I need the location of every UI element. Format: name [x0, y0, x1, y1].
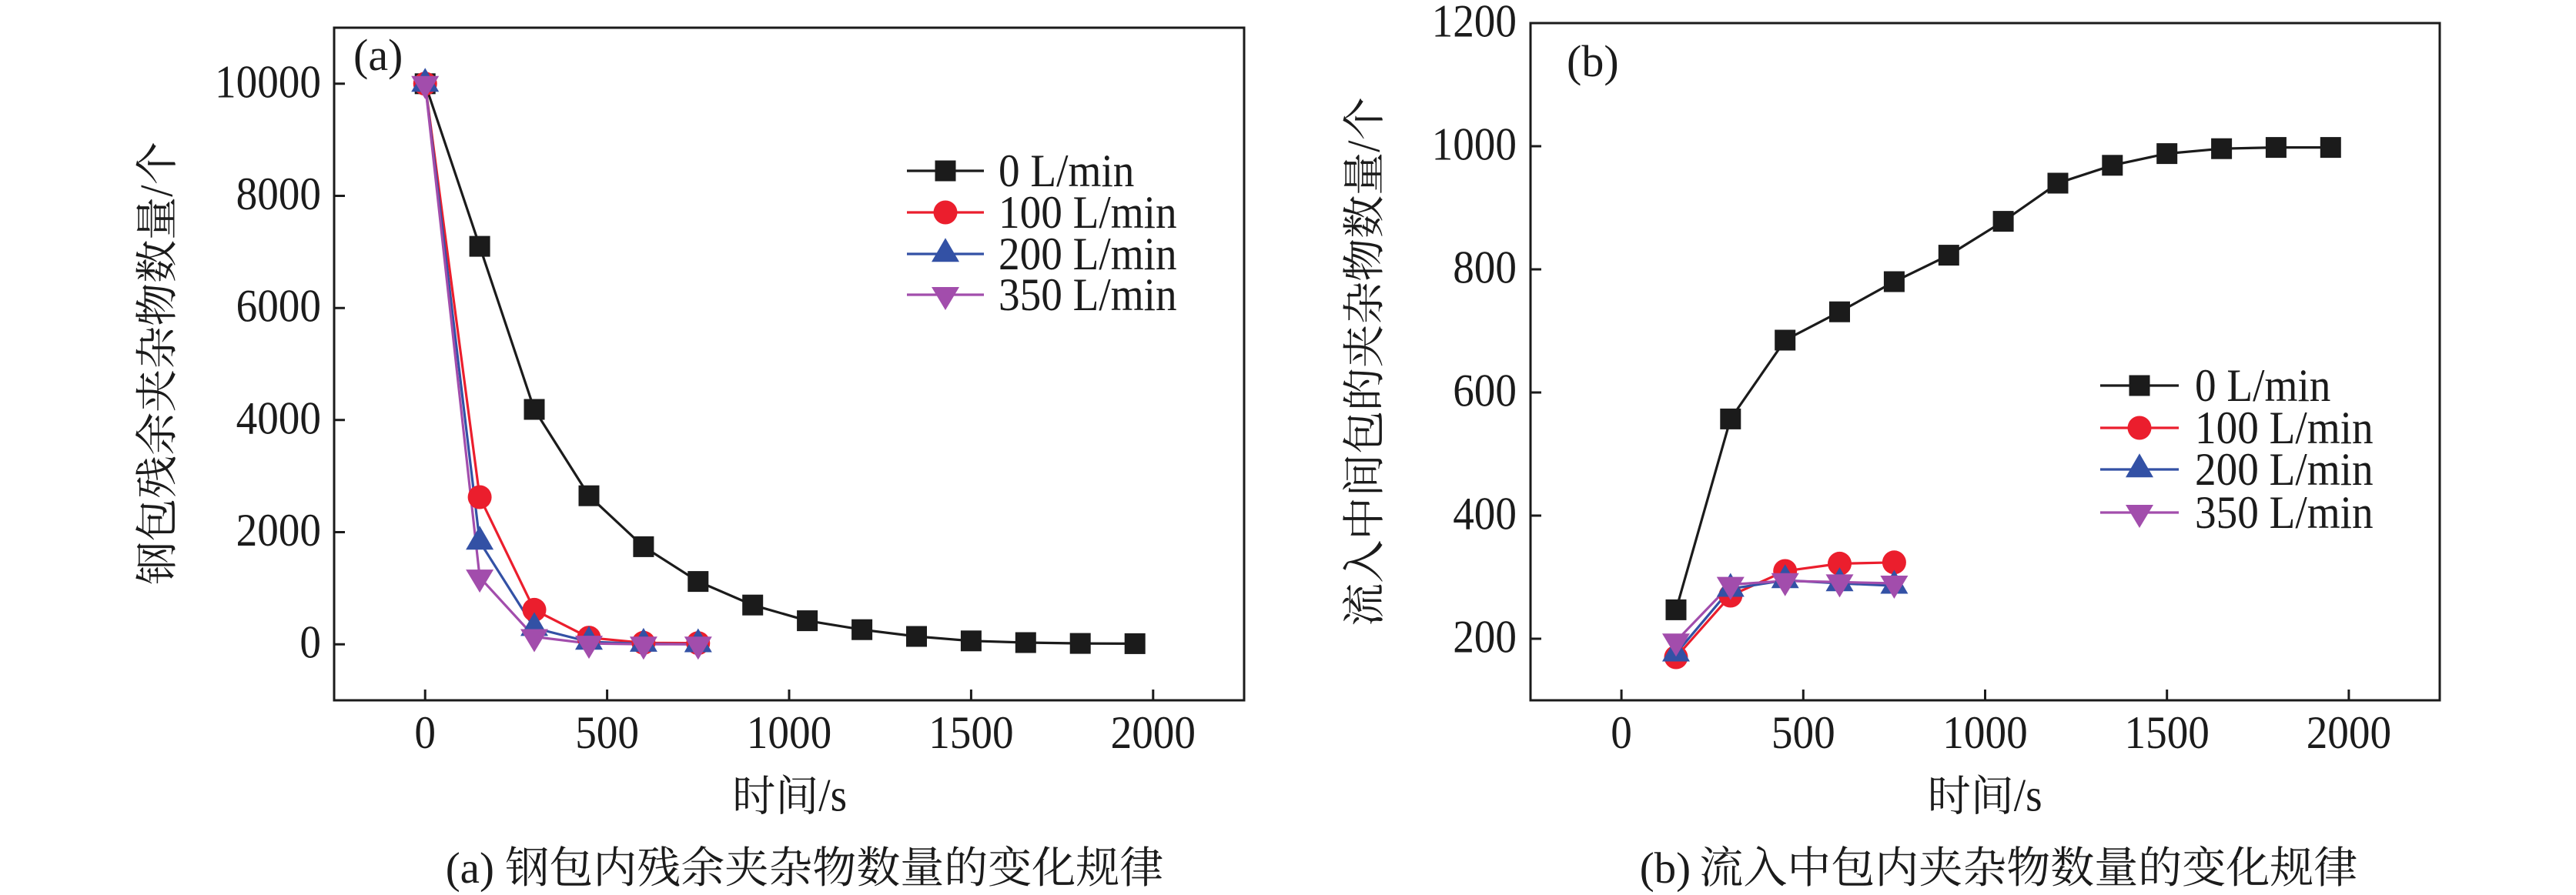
- svg-text:6000: 6000: [236, 281, 321, 332]
- svg-text:10000: 10000: [215, 56, 321, 107]
- svg-text:200: 200: [1453, 612, 1517, 663]
- svg-text:500: 500: [1771, 707, 1835, 758]
- svg-text:1000: 1000: [747, 707, 831, 758]
- svg-text:400: 400: [1453, 489, 1517, 539]
- svg-text:0: 0: [414, 707, 436, 758]
- svg-text:0 L/min: 0 L/min: [999, 145, 1134, 196]
- svg-text:(a): (a): [353, 30, 403, 80]
- svg-text:(b): (b): [1640, 844, 1691, 893]
- svg-text:0: 0: [299, 617, 321, 668]
- svg-text:100 L/min: 100 L/min: [999, 187, 1177, 238]
- svg-text:(a): (a): [446, 844, 494, 893]
- svg-text:0: 0: [1611, 707, 1632, 758]
- svg-text:800: 800: [1453, 242, 1517, 293]
- svg-text:500: 500: [575, 707, 639, 758]
- svg-text:1500: 1500: [928, 707, 1013, 758]
- svg-text:350 L/min: 350 L/min: [2195, 487, 2374, 538]
- svg-text:1000: 1000: [1432, 119, 1517, 170]
- svg-text:8000: 8000: [236, 169, 321, 219]
- svg-text:100 L/min: 100 L/min: [2195, 402, 2374, 453]
- svg-text:1500: 1500: [2125, 707, 2210, 758]
- svg-text:200 L/min: 200 L/min: [999, 229, 1177, 279]
- svg-text:2000: 2000: [1111, 707, 1196, 758]
- svg-text:350 L/min: 350 L/min: [999, 269, 1177, 320]
- svg-text:/: /: [1338, 140, 1389, 152]
- svg-text:/s: /s: [818, 770, 847, 821]
- svg-text:0 L/min: 0 L/min: [2195, 360, 2330, 411]
- svg-text:2000: 2000: [236, 505, 321, 556]
- svg-text:4000: 4000: [236, 392, 321, 443]
- svg-text:600: 600: [1453, 366, 1517, 416]
- svg-text:2000: 2000: [2307, 707, 2391, 758]
- svg-text:200 L/min: 200 L/min: [2195, 444, 2374, 495]
- svg-text:1200: 1200: [1432, 0, 1517, 47]
- svg-text:(b): (b): [1567, 36, 1619, 86]
- svg-text:1000: 1000: [1942, 707, 2027, 758]
- svg-text:/: /: [131, 185, 182, 197]
- svg-text:/s: /s: [2014, 770, 2042, 821]
